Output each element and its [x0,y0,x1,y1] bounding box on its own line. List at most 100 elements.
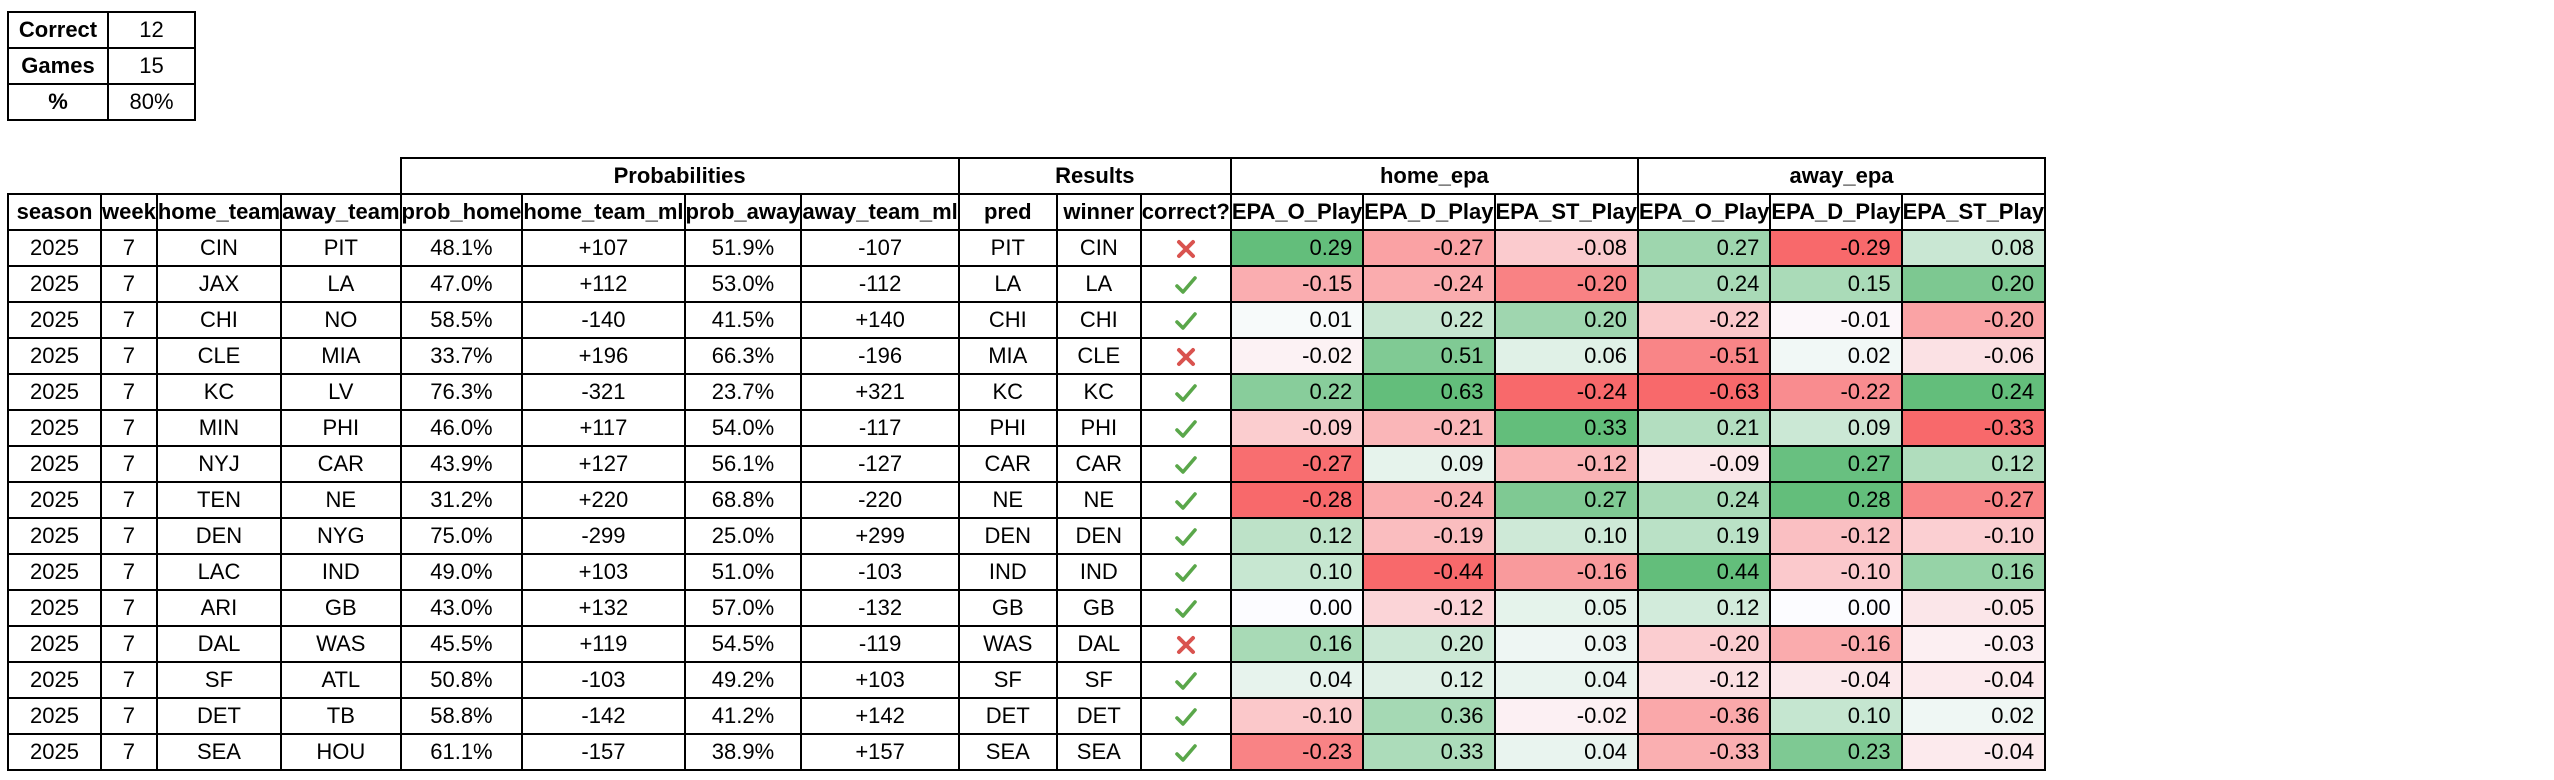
home-epa-cell: -0.44 [1362,553,1496,591]
away-team-cell: WAS [280,625,402,663]
summary-value: 15 [107,47,196,85]
away-epa-cell: 0.24 [1636,265,1772,303]
prob-home-cell: 47.0% [399,265,524,303]
home-epa-cell: -0.02 [1229,337,1365,375]
away-epa-cell: -0.10 [1769,553,1903,591]
season-cell: 2025 [7,481,102,519]
correct-cell [1139,265,1232,303]
home-epa-cell: 0.22 [1362,301,1496,339]
away-epa-cell: -0.12 [1636,661,1772,699]
prob-away-cell: 66.3% [683,337,803,375]
column-header: home_team [155,193,283,231]
pred-cell: PIT [957,229,1058,267]
away-ml-cell: -107 [800,229,960,267]
check-icon [1174,523,1198,548]
check-icon [1174,595,1198,620]
home-epa-cell: 0.05 [1493,589,1639,627]
away-ml-cell: -132 [800,589,960,627]
away-epa-cell: 0.08 [1900,229,2047,267]
away-epa-cell: 0.09 [1769,409,1903,447]
prob-home-cell: 48.1% [399,229,524,267]
home-epa-cell: -0.12 [1362,589,1496,627]
home-epa-cell: 0.33 [1362,733,1496,771]
season-cell: 2025 [7,661,102,699]
away-epa-cell: 0.02 [1900,697,2047,735]
home-epa-cell: 0.04 [1229,661,1365,699]
home-epa-cell: -0.28 [1229,481,1365,519]
prob-home-cell: 43.0% [399,589,524,627]
home-ml-cell: +220 [521,481,686,519]
home-epa-cell: 0.51 [1362,337,1496,375]
away-epa-cell: 0.21 [1636,409,1772,447]
table-row: 2025 7 TEN NE 31.2% +220 68.8% -220 NE NE -0.28 -0.… [7,481,2047,519]
home-ml-cell: +107 [521,229,686,267]
pred-cell: LA [957,265,1058,303]
winner-cell: DAL [1055,625,1142,663]
home-epa-cell: -0.24 [1493,373,1639,411]
correct-cell [1139,661,1232,699]
table-row: 2025 7 DEN NYG 75.0% -299 25.0% +299 DEN DEN 0.12-… [7,517,2047,555]
home-team-cell: NYJ [155,445,283,483]
away-epa-cell: 0.16 [1900,553,2047,591]
away-team-cell: LA [280,265,402,303]
winner-cell: CHI [1055,301,1142,339]
season-cell: 2025 [7,229,102,267]
season-cell: 2025 [7,445,102,483]
week-cell: 7 [100,589,158,627]
prob-away-cell: 49.2% [683,661,803,699]
away-epa-cell: -0.36 [1636,697,1772,735]
away-team-cell: CAR [280,445,402,483]
winner-cell: IND [1055,553,1142,591]
table-row: 2025 7 JAX LA 47.0% +112 53.0% -112 LA LA -0.15 -0.… [7,265,2047,303]
pred-cell: DEN [957,517,1058,555]
season-cell: 2025 [7,553,102,591]
away-epa-cell: -0.20 [1636,625,1772,663]
column-header: winner [1055,193,1142,231]
group-header-probabilities: Probabilities [399,157,960,195]
away-epa-cell: 0.27 [1636,229,1772,267]
cross-icon [1174,343,1198,368]
week-cell: 7 [100,301,158,339]
home-team-cell: CIN [155,229,283,267]
home-team-cell: MIN [155,409,283,447]
away-ml-cell: +140 [800,301,960,339]
table-row: 2025 7 SF ATL 50.8% -103 49.2% +103 SF SF 0.04 0.12… [7,661,2047,699]
prob-home-cell: 50.8% [399,661,524,699]
group-header-results: Results [957,157,1232,195]
prob-away-cell: 53.0% [683,265,803,303]
away-epa-cell: 0.23 [1769,733,1903,771]
column-header: away_team [280,193,402,231]
pred-cell: CAR [957,445,1058,483]
prob-away-cell: 41.5% [683,301,803,339]
home-epa-cell: 0.27 [1493,481,1639,519]
check-icon [1174,739,1198,764]
home-epa-cell: 0.12 [1229,517,1365,555]
away-ml-cell: -119 [800,625,960,663]
column-header: prob_away [683,193,803,231]
pred-cell: DET [957,697,1058,735]
away-ml-cell: +299 [800,517,960,555]
home-team-cell: CLE [155,337,283,375]
season-cell: 2025 [7,409,102,447]
winner-cell: SEA [1055,733,1142,771]
week-cell: 7 [100,481,158,519]
column-header: EPA_ST_Play [1493,193,1639,231]
prob-home-cell: 31.2% [399,481,524,519]
home-epa-cell: -0.19 [1362,517,1496,555]
correct-cell [1139,409,1232,447]
home-team-cell: DAL [155,625,283,663]
summary-value: 12 [107,11,196,49]
home-epa-cell: 0.04 [1493,661,1639,699]
home-epa-cell: 0.33 [1493,409,1639,447]
prob-home-cell: 45.5% [399,625,524,663]
season-cell: 2025 [7,517,102,555]
summary-row: Games 15 [7,47,196,85]
pred-cell: IND [957,553,1058,591]
summary-table: Correct 12 Games 15% 80% [7,11,196,121]
table-row: 2025 7 DAL WAS 45.5% +119 54.5% -119 WAS DAL 0.16 0… [7,625,2047,663]
check-icon [1174,451,1198,476]
away-epa-cell: 0.12 [1636,589,1772,627]
pred-cell: NE [957,481,1058,519]
away-epa-cell: -0.10 [1900,517,2047,555]
away-epa-cell: 0.24 [1636,481,1772,519]
